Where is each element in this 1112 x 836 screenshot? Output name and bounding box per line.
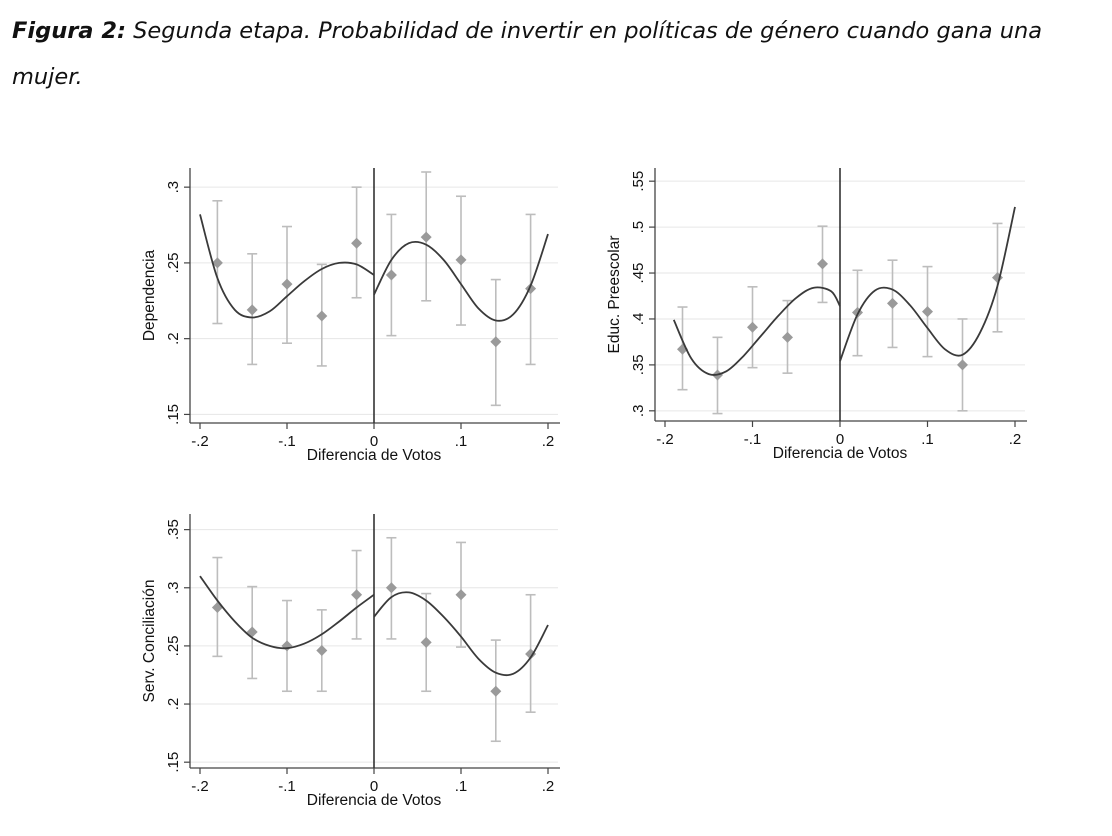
chart-panel-conciliacion: .15 .2 .25 .3 .35 -.2 -.1 0 .1 .2 Diferencia de Vo… [141, 514, 560, 809]
fit-curve-right [373, 591, 549, 677]
data-point [385, 582, 397, 594]
x-tick-label: -.1 [744, 431, 762, 448]
data-point [455, 589, 467, 601]
x-tick-label: -.1 [278, 433, 296, 450]
y-axis-label: Dependencia [141, 249, 158, 341]
y-tick-label: .35 [165, 519, 182, 540]
data-point [490, 685, 502, 697]
x-tick-label: .2 [542, 433, 555, 450]
data-point [281, 278, 293, 290]
y-tick-label: .2 [165, 332, 182, 345]
x-tick-label: -.2 [191, 778, 209, 795]
fit-curve-left [199, 575, 375, 650]
x-tick-label: .1 [455, 433, 468, 450]
data-point [211, 602, 223, 614]
caption-label: Figura 2: [12, 18, 126, 44]
data-point [420, 636, 432, 648]
data-point [747, 321, 758, 333]
fit-curve-left [672, 286, 841, 376]
y-tick-label: .5 [630, 221, 647, 234]
data-point [351, 237, 363, 249]
data-point [211, 257, 223, 269]
x-tick-label: 0 [370, 778, 378, 795]
data-point [957, 359, 968, 371]
y-tick-label: .25 [165, 635, 182, 656]
figure-caption: Figura 2: Segunda etapa. Probabilidad de… [12, 8, 1104, 100]
data-point [281, 640, 293, 652]
y-tick-label: .3 [630, 405, 647, 418]
x-tick-label: -.2 [656, 431, 674, 448]
data-point [922, 306, 933, 318]
y-tick-label: .2 [165, 698, 182, 711]
y-tick-label: .25 [165, 252, 182, 273]
y-tick-label: .3 [165, 181, 182, 194]
x-tick-label: 0 [836, 431, 844, 448]
fit-curve-right [839, 206, 1016, 362]
data-point [420, 231, 432, 243]
data-point [887, 297, 898, 309]
data-point [817, 258, 828, 270]
y-tick-label: .15 [165, 404, 182, 425]
data-point [525, 648, 537, 660]
x-tick-label: -.1 [278, 778, 296, 795]
x-tick-label: .2 [542, 778, 555, 795]
y-tick-label: .45 [630, 263, 647, 284]
y-tick-label: .3 [165, 582, 182, 595]
y-tick-label: .35 [630, 354, 647, 375]
data-point [455, 254, 467, 266]
x-tick-label: .2 [1009, 431, 1022, 448]
y-axis-label: Serv. Conciliación [141, 580, 158, 703]
caption-text: Segunda etapa. Probabilidad de invertir … [12, 18, 1043, 90]
x-axis-label: Diferencia de Votos [307, 792, 442, 809]
data-point [385, 269, 397, 281]
y-tick-label: .4 [630, 313, 647, 326]
fit-curve-right [373, 233, 549, 322]
x-axis-label: Diferencia de Votos [773, 445, 908, 462]
x-tick-label: -.2 [191, 433, 209, 450]
x-tick-label: 0 [370, 433, 378, 450]
y-tick-label: .15 [165, 752, 182, 773]
y-tick-label: .55 [630, 171, 647, 192]
x-tick-label: .1 [455, 778, 468, 795]
data-point [316, 310, 328, 322]
data-point [490, 336, 502, 348]
data-point [316, 645, 328, 657]
fit-curve-left [199, 214, 375, 319]
data-point [351, 589, 363, 601]
chart-panel-dependencia: .15 .2 .25 .3 -.2 -.1 0 .1 .2 Diferencia de Votos… [141, 168, 560, 464]
x-tick-label: .1 [921, 431, 934, 448]
data-point [782, 331, 793, 343]
chart-panel-preescolar: .3 .35 .4 .45 .5 .55 -.2 -.1 0 .1 .2 Diferencia de … [606, 168, 1027, 462]
data-point [246, 304, 258, 316]
x-axis-label: Diferencia de Votos [307, 447, 442, 464]
y-axis-label: Educ. Preescolar [606, 235, 623, 353]
